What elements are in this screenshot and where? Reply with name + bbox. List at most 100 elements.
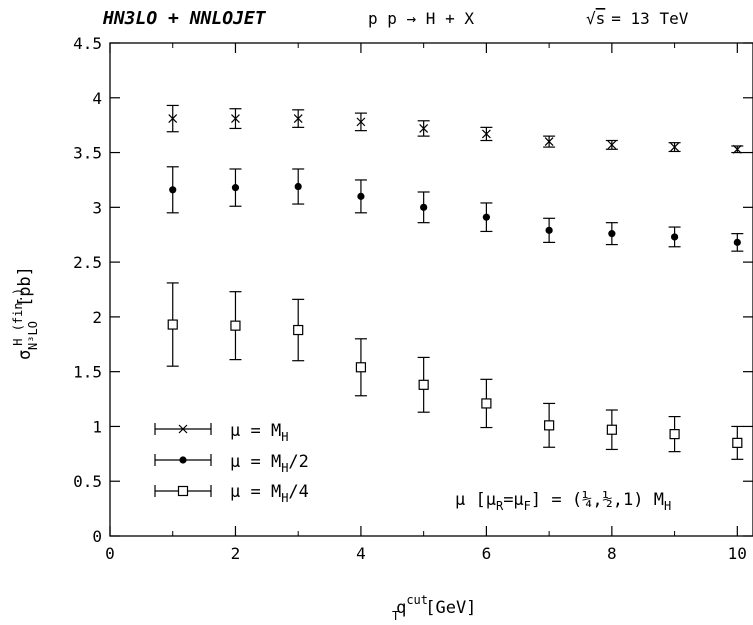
square-marker — [606, 424, 617, 435]
data-marks — [166, 104, 744, 460]
y-tick-label: 0.5 — [73, 472, 102, 491]
data-point — [668, 226, 681, 248]
x-tick-labels: 0 2 4 6 8 10 — [105, 544, 747, 563]
data-point — [166, 282, 179, 367]
data-point — [292, 298, 305, 362]
y-tick-label: 4.5 — [73, 34, 102, 53]
x-tick-label: 8 — [607, 544, 617, 563]
legend-label-mu-mh-4: μ = MH/4 — [230, 482, 309, 505]
legend-label-mu-mh-2: μ = MH/2 — [230, 452, 309, 475]
dot-marker — [294, 182, 302, 191]
dot-marker — [357, 192, 365, 200]
legend-symbol — [154, 485, 212, 497]
energy-var: s — [596, 9, 606, 28]
cross-stroke — [419, 124, 429, 133]
data-point — [668, 415, 681, 453]
scale-annotation: μ [μR=μF] = (¼,½,1) MH — [455, 490, 671, 513]
data-point — [229, 108, 242, 130]
y-tick-label: 3.5 — [73, 144, 102, 163]
data-point — [166, 104, 179, 133]
legend-cross-marker — [178, 424, 188, 434]
cross-marker — [732, 144, 742, 154]
square-marker — [669, 429, 680, 440]
y-axis-label: σH (fin.)N³LO[pb] — [11, 266, 40, 360]
x-tick-label: 6 — [482, 544, 492, 563]
cross-marker — [481, 129, 491, 139]
legend-symbols — [154, 423, 212, 497]
data-point — [354, 179, 367, 214]
legend: μ = MH μ = MH/2 μ = MH/4 — [154, 421, 309, 505]
cross-stroke — [670, 142, 680, 152]
data-point — [229, 168, 242, 207]
square-marker — [230, 320, 241, 331]
data-point — [354, 112, 367, 132]
plot-frame — [109, 42, 753, 537]
cross-stroke — [293, 114, 303, 124]
dot-marker — [420, 203, 428, 211]
square-marker — [732, 437, 743, 448]
cross-stroke — [607, 140, 617, 150]
dot-marker — [482, 213, 490, 221]
x-tick-label: 2 — [231, 544, 241, 563]
y-tick-label: 2 — [92, 308, 102, 327]
data-point — [166, 166, 179, 214]
data-point — [480, 378, 493, 429]
process-label: p p → H + X — [368, 9, 474, 28]
data-point — [292, 168, 305, 205]
data-point — [480, 202, 493, 233]
data-point — [543, 402, 556, 448]
cross-stroke — [544, 137, 554, 147]
y-tick-label: 3 — [92, 198, 102, 217]
legend-symbol — [154, 423, 212, 435]
x-tick-label: 10 — [728, 544, 747, 563]
cross-stroke — [732, 144, 742, 154]
header-title: HN3LO + NNLOJET — [102, 8, 267, 29]
cross-stroke — [481, 129, 491, 139]
dot-marker — [670, 233, 679, 241]
square-marker — [293, 324, 304, 336]
cross-marker — [231, 114, 240, 124]
axis-ticks — [109, 42, 753, 537]
cross-marker — [607, 140, 617, 150]
cross-stroke — [356, 117, 366, 127]
legend-dot-marker — [179, 456, 187, 464]
square-marker — [481, 398, 492, 409]
y-tick-labels: 0 0.5 1 1.5 2 2.5 3 3.5 4 4.5 — [73, 34, 102, 546]
y-tick-label: 1 — [92, 417, 102, 436]
cross-marker — [293, 114, 303, 124]
data-point — [417, 356, 430, 413]
x-tick-label: 4 — [356, 544, 366, 563]
square-marker — [544, 420, 555, 431]
data-point — [605, 139, 618, 150]
data-point — [292, 109, 305, 128]
legend-label-mu-mh: μ = MH — [230, 421, 288, 444]
data-point — [731, 233, 744, 252]
x-axis-label: qcut T [GeV] — [392, 593, 476, 623]
cross-marker — [544, 137, 554, 147]
legend-square-marker — [177, 485, 189, 497]
y-tick-label: 2.5 — [73, 253, 102, 272]
data-point — [417, 120, 430, 137]
square-marker — [418, 379, 429, 390]
legend-symbol — [154, 454, 212, 466]
cross-marker — [670, 142, 680, 152]
x-tick-label: 0 — [105, 544, 115, 563]
y-tick-label: 4 — [92, 89, 102, 108]
dot-marker — [231, 184, 240, 192]
cross-marker — [356, 117, 366, 127]
data-point — [229, 291, 242, 361]
cross-marker — [168, 114, 178, 124]
data-point — [480, 126, 493, 142]
square-marker — [167, 319, 178, 330]
data-point — [605, 222, 618, 246]
data-point — [731, 425, 744, 460]
data-point — [668, 142, 681, 153]
y-tick-label: 1.5 — [73, 363, 102, 382]
cross-stroke — [168, 114, 178, 124]
data-point — [543, 217, 556, 243]
cross-stroke — [178, 424, 188, 434]
cross-marker — [419, 124, 429, 133]
energy-label: √s = 13 TeV — [586, 9, 689, 28]
y-tick-label: 0 — [92, 527, 102, 546]
